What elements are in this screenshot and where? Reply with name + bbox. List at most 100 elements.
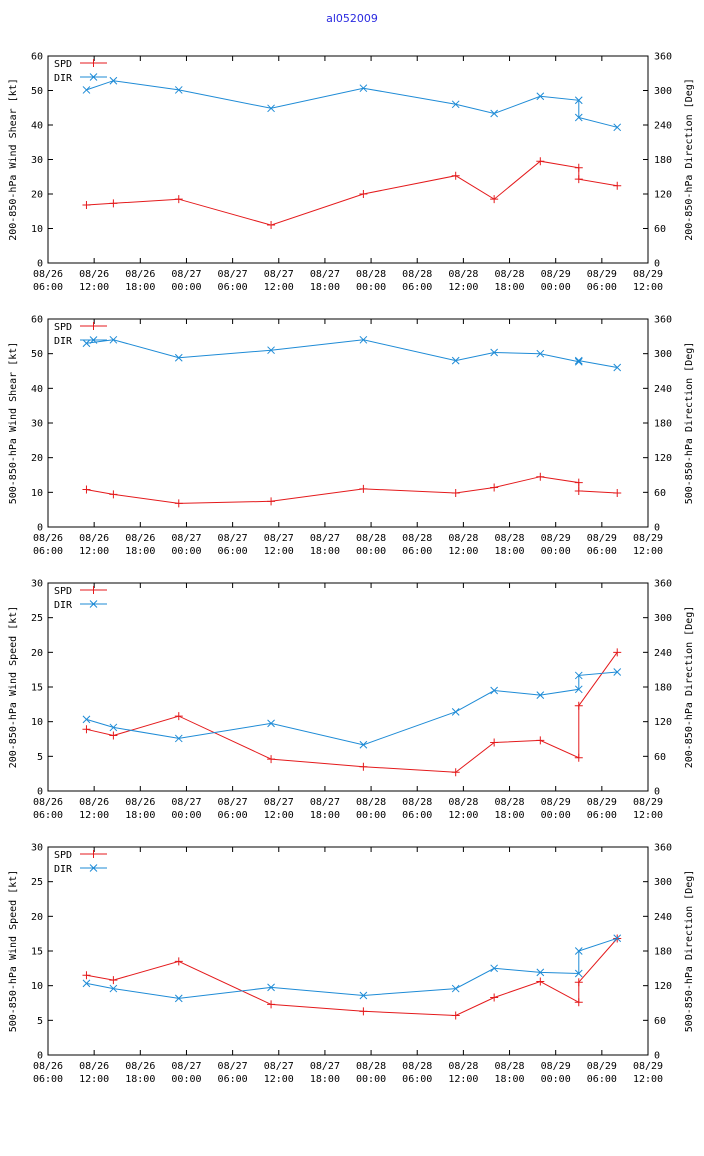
dir-line bbox=[86, 937, 618, 999]
spd-point bbox=[536, 736, 545, 745]
y-tick-label: 60 bbox=[31, 52, 43, 63]
x-tick-time: 12:00 bbox=[448, 1074, 478, 1085]
x-tick-time: 00:00 bbox=[171, 1074, 201, 1085]
chart-panel-3: 05101520253006012018024030036008/2606:00… bbox=[8, 579, 695, 822]
dir-point bbox=[574, 113, 583, 122]
dir-point bbox=[451, 356, 460, 365]
dir-series bbox=[82, 335, 622, 372]
x-tick-time: 06:00 bbox=[402, 282, 432, 293]
x-tick-time: 06:00 bbox=[33, 546, 63, 557]
x-tick-date: 08/28 bbox=[402, 1061, 432, 1072]
spd-point bbox=[536, 157, 545, 166]
dir-point bbox=[359, 335, 368, 344]
spd-point bbox=[574, 163, 583, 172]
spd-series bbox=[82, 157, 622, 230]
legend-dir-label: DIR bbox=[54, 336, 73, 347]
x-tick-date: 08/28 bbox=[402, 533, 432, 544]
y2-tick-label: 120 bbox=[654, 981, 672, 992]
legend-spd-marker bbox=[89, 322, 98, 330]
dir-point bbox=[490, 109, 499, 118]
x-tick-time: 12:00 bbox=[448, 810, 478, 821]
x-tick-date: 08/27 bbox=[171, 1061, 201, 1072]
plot-frame bbox=[47, 582, 649, 792]
x-tick-date: 08/27 bbox=[310, 797, 340, 808]
dir-series bbox=[82, 934, 622, 1003]
dir-point bbox=[267, 983, 275, 992]
x-tick-date: 08/27 bbox=[171, 269, 201, 280]
spd-point bbox=[174, 195, 183, 204]
dir-point bbox=[267, 346, 275, 355]
x-tick-time: 12:00 bbox=[633, 282, 663, 293]
x-tick-time: 12:00 bbox=[633, 546, 663, 557]
y2-tick-label: 120 bbox=[654, 717, 672, 728]
x-tick-time: 00:00 bbox=[356, 282, 386, 293]
dir-point bbox=[109, 723, 118, 732]
spd-point bbox=[267, 1000, 276, 1009]
y-tick-label: 25 bbox=[31, 877, 43, 888]
spd-point bbox=[267, 497, 276, 506]
y2-axis-label: 200-850-hPa Direction [Deg] bbox=[684, 606, 695, 769]
chart-panel-2: 0 10 20 30 40 50 60 0 60 120 180 240 300 360 08/26 06:0… bbox=[8, 315, 695, 558]
x-tick-time: 06:00 bbox=[218, 810, 248, 821]
legend-spd-label: SPD bbox=[54, 850, 72, 861]
x-tick-date: 08/27 bbox=[264, 269, 294, 280]
spd-series bbox=[82, 648, 622, 777]
y2-axis-label: 500-850-hPa Direction [Deg] bbox=[684, 342, 695, 505]
x-tick-date: 08/28 bbox=[356, 269, 386, 280]
x-tick-time: 18:00 bbox=[310, 546, 340, 557]
x-tick-time: 12:00 bbox=[79, 282, 109, 293]
x-tick-date: 08/29 bbox=[587, 1061, 617, 1072]
y-axis-label: 200-850-hPa Wind Speed [kt] bbox=[8, 606, 19, 769]
y-tick-label: 25 bbox=[31, 613, 43, 624]
dir-point bbox=[174, 353, 183, 362]
legend-spd-label: SPD bbox=[54, 322, 72, 333]
x-tick-time: 12:00 bbox=[79, 1074, 109, 1085]
y-tick-label: 30 bbox=[31, 155, 43, 166]
y2-tick-label: 0 bbox=[654, 1051, 660, 1062]
dir-point bbox=[82, 339, 91, 348]
dir-line bbox=[86, 80, 618, 128]
x-tick-time: 18:00 bbox=[494, 282, 524, 293]
x-tick-time: 12:00 bbox=[264, 810, 294, 821]
y-tick-label: 10 bbox=[31, 717, 43, 728]
y2-tick-label: 300 bbox=[654, 613, 672, 624]
x-tick-date: 08/27 bbox=[218, 1061, 248, 1072]
dir-point bbox=[109, 984, 118, 993]
x-tick-time: 12:00 bbox=[79, 810, 109, 821]
x-tick-date: 08/27 bbox=[171, 797, 201, 808]
y2-tick-label: 300 bbox=[654, 877, 672, 888]
spd-point bbox=[574, 175, 583, 184]
y-tick-label: 15 bbox=[31, 947, 43, 958]
y-tick-label: 40 bbox=[31, 121, 43, 132]
y2-tick-label: 60 bbox=[654, 488, 666, 499]
dir-point bbox=[574, 969, 583, 978]
spd-point bbox=[82, 485, 91, 494]
spd-point bbox=[536, 977, 545, 986]
dir-series bbox=[82, 76, 622, 132]
x-tick-time: 18:00 bbox=[494, 1074, 524, 1085]
legend: SPD DIR bbox=[54, 322, 107, 347]
x-tick-date: 08/28 bbox=[494, 797, 524, 808]
y-tick-label: 50 bbox=[31, 349, 43, 360]
y2-tick-label: 240 bbox=[654, 648, 672, 659]
spd-point bbox=[613, 181, 622, 190]
x-tick-date: 08/28 bbox=[494, 269, 524, 280]
spd-point bbox=[451, 171, 460, 180]
x-tick-time: 06:00 bbox=[33, 1074, 63, 1085]
dir-point bbox=[574, 356, 583, 365]
dir-point bbox=[359, 991, 368, 1000]
spd-point bbox=[574, 998, 583, 1007]
x-tick-date: 08/29 bbox=[541, 533, 571, 544]
spd-line bbox=[86, 938, 618, 1017]
x-tick-time: 12:00 bbox=[633, 1074, 663, 1085]
legend: SPD DIR bbox=[54, 850, 107, 875]
x-tick-date: 08/28 bbox=[494, 533, 524, 544]
y2-tick-label: 360 bbox=[654, 52, 672, 63]
dir-point bbox=[174, 86, 183, 94]
y-tick-label: 0 bbox=[37, 259, 43, 270]
y-tick-label: 30 bbox=[31, 419, 43, 430]
x-tick-date: 08/28 bbox=[448, 1061, 478, 1072]
x-tick-date: 08/27 bbox=[310, 533, 340, 544]
dir-point bbox=[359, 740, 368, 749]
y2-tick-label: 0 bbox=[654, 523, 660, 534]
